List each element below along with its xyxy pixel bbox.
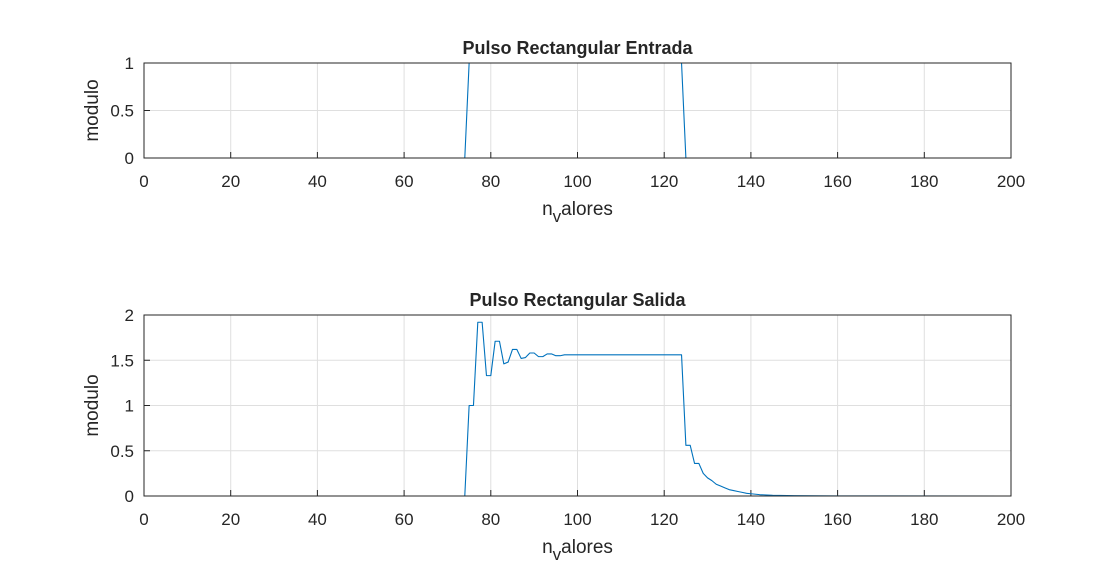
y-tick-label: 0 — [125, 487, 134, 506]
y-tick-label: 1 — [125, 54, 134, 73]
chart-title: Pulso Rectangular Entrada — [462, 38, 693, 58]
x-tick-label: 20 — [221, 510, 240, 529]
x-tick-label: 80 — [481, 510, 500, 529]
x-tick-label: 0 — [139, 172, 148, 191]
y-tick-label: 0.5 — [110, 102, 134, 121]
x-tick-label: 120 — [650, 510, 678, 529]
y-tick-label: 1 — [125, 397, 134, 416]
y-tick-label: 1.5 — [110, 351, 134, 370]
x-tick-label: 20 — [221, 172, 240, 191]
x-tick-label: 60 — [395, 510, 414, 529]
y-axis-label: modulo — [82, 79, 103, 141]
x-tick-label: 120 — [650, 172, 678, 191]
x-tick-label: 0 — [139, 510, 148, 529]
y-tick-label: 0.5 — [110, 442, 134, 461]
x-tick-label: 180 — [910, 172, 938, 191]
series-line — [144, 321, 1007, 497]
x-axis-label: nvalores — [542, 199, 613, 226]
x-tick-label: 40 — [308, 172, 327, 191]
x-tick-label: 180 — [910, 510, 938, 529]
subplot-2: 0 20 40 60 80 100 120 140 160 180 200 0 0.5 1 1.5 2 Puls… — [82, 290, 1025, 564]
x-tick-label: 100 — [563, 172, 591, 191]
y-tick-label: 0 — [125, 149, 134, 168]
x-tick-label: 80 — [481, 172, 500, 191]
subplot-1: 0 20 40 60 80 100 120 140 160 180 200 0 0.5 1 Pulso Re… — [82, 38, 1025, 226]
x-tick-label: 160 — [823, 172, 851, 191]
x-tick-label: 100 — [563, 510, 591, 529]
x-tick-label: 200 — [997, 172, 1025, 191]
chart-title: Pulso Rectangular Salida — [469, 290, 686, 310]
x-tick-label: 200 — [997, 510, 1025, 529]
y-tick-label: 2 — [125, 306, 134, 325]
x-tick-label: 60 — [395, 172, 414, 191]
axes-box — [143, 314, 1012, 497]
x-axis-label: nvalores — [542, 537, 613, 564]
x-tick-label: 40 — [308, 510, 327, 529]
axes-box — [143, 62, 1012, 159]
x-tick-label: 160 — [823, 510, 851, 529]
y-axis-label: modulo — [82, 374, 103, 436]
x-tick-label: 140 — [737, 172, 765, 191]
x-tick-label: 140 — [737, 510, 765, 529]
